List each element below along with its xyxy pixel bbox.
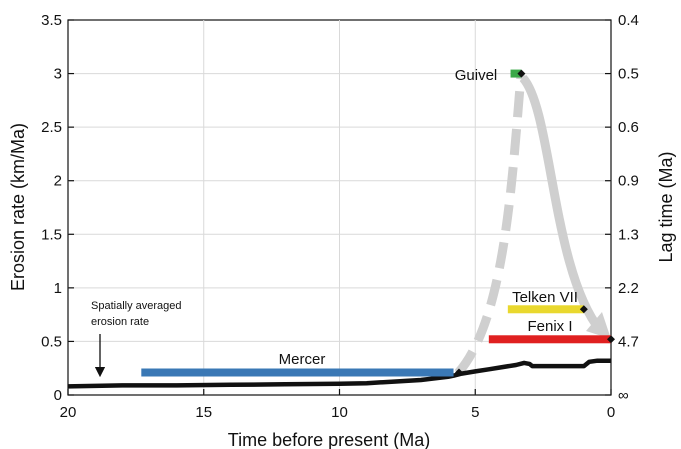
erosion-rate-line: [67, 358, 611, 389]
y2-tick-label: 0.6: [618, 119, 639, 136]
y-tick-label: 3: [54, 66, 62, 83]
note-line-2: erosion rate: [91, 316, 149, 328]
label-mercer: Mercer: [279, 351, 326, 368]
y2-tick-label: 0.4: [618, 12, 639, 29]
x-tick-label: 20: [60, 404, 77, 421]
bar-fenix-i: [488, 335, 611, 344]
y2-tick-label: 4.7: [618, 333, 639, 350]
y-tick-label: 1.5: [41, 226, 62, 243]
tick-layer: 20 15 10 5 0 0 0.5 1 1.5 2 2.5 3 3.5 0.4 0.5 0.6 0.9 1.3 2…: [41, 12, 639, 421]
y2-tick-label: 2.2: [618, 280, 639, 297]
label-guivel: Guivel: [455, 67, 498, 84]
y2-tick-label: 0.5: [618, 66, 639, 83]
diamond-marker: [454, 368, 463, 377]
flow-arrowhead-icon: [586, 312, 611, 339]
y-tick-label: 2.5: [41, 119, 62, 136]
series-layer: [67, 358, 611, 389]
x-tick-label: 15: [195, 404, 212, 421]
bar-guivel: [510, 69, 522, 78]
flow-arrows: [454, 74, 611, 376]
y-tick-label: 0.5: [41, 333, 62, 350]
y2-tick-label: 1.3: [618, 226, 639, 243]
bar-telken-vii: [507, 305, 584, 314]
y-axis-title: Erosion rate (km/Ma): [8, 123, 28, 291]
diamond-marker: [607, 335, 615, 344]
bar-layer: [141, 69, 611, 377]
label-fenix-i: Fenix I: [527, 318, 572, 335]
y-tick-label: 0: [54, 387, 62, 404]
y-tick-label: 3.5: [41, 12, 62, 29]
label-telken-vii: Telken VII: [512, 289, 578, 306]
x-tick-label: 10: [331, 404, 348, 421]
marker-layer: [454, 69, 615, 377]
bar-mercer: [141, 368, 454, 377]
y2-axis-title: Lag time (Ma): [656, 151, 676, 262]
diamond-marker: [579, 305, 588, 314]
diamond-marker: [517, 69, 526, 78]
solid-flow-curve: [519, 74, 604, 333]
x-tick-label: 5: [471, 404, 479, 421]
dashed-flow-curve: [454, 74, 526, 376]
x-tick-label: 0: [607, 404, 615, 421]
y-tick-label: 2: [54, 173, 62, 190]
note-line-1: Spatially averaged: [91, 300, 182, 312]
y2-tick-label: ∞: [618, 387, 629, 404]
y2-tick-label: 0.9: [618, 173, 639, 190]
x-axis-title: Time before present (Ma): [228, 430, 430, 449]
y-tick-label: 1: [54, 280, 62, 297]
